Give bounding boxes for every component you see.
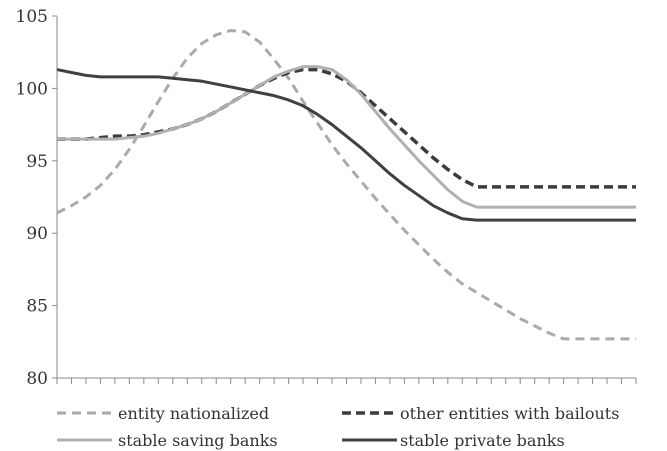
y-tick-label: 80 (26, 369, 48, 389)
series-line-stable-private-banks (56, 68, 636, 222)
y-tick-label: 90 (26, 224, 48, 244)
chart-series-layer (56, 28, 636, 341)
y-tick-label: 100 (16, 79, 48, 99)
series-line-other-entities-with-bailouts (57, 67, 636, 189)
legend-item-other-entities-with-bailouts: other entities with bailouts (342, 404, 619, 423)
y-tick-label: 85 (26, 297, 48, 317)
legend-label: other entities with bailouts (400, 404, 619, 423)
series-line-stable-saving-banks (57, 65, 636, 209)
y-tick-label: 105 (16, 7, 48, 27)
chart-axes: 80 85 90 95 100 105 (16, 7, 637, 389)
series-line-entity-nationalized (56, 28, 636, 341)
legend-label: stable saving banks (118, 431, 278, 450)
chart-legend: entity nationalized other entities with … (57, 404, 619, 450)
legend-item-stable-private-banks: stable private banks (342, 431, 565, 450)
y-tick-label: 95 (26, 152, 48, 172)
legend-item-entity-nationalized: entity nationalized (57, 404, 269, 423)
legend-label: entity nationalized (118, 404, 269, 423)
legend-item-stable-saving-banks: stable saving banks (57, 431, 278, 450)
legend-label: stable private banks (400, 431, 565, 450)
